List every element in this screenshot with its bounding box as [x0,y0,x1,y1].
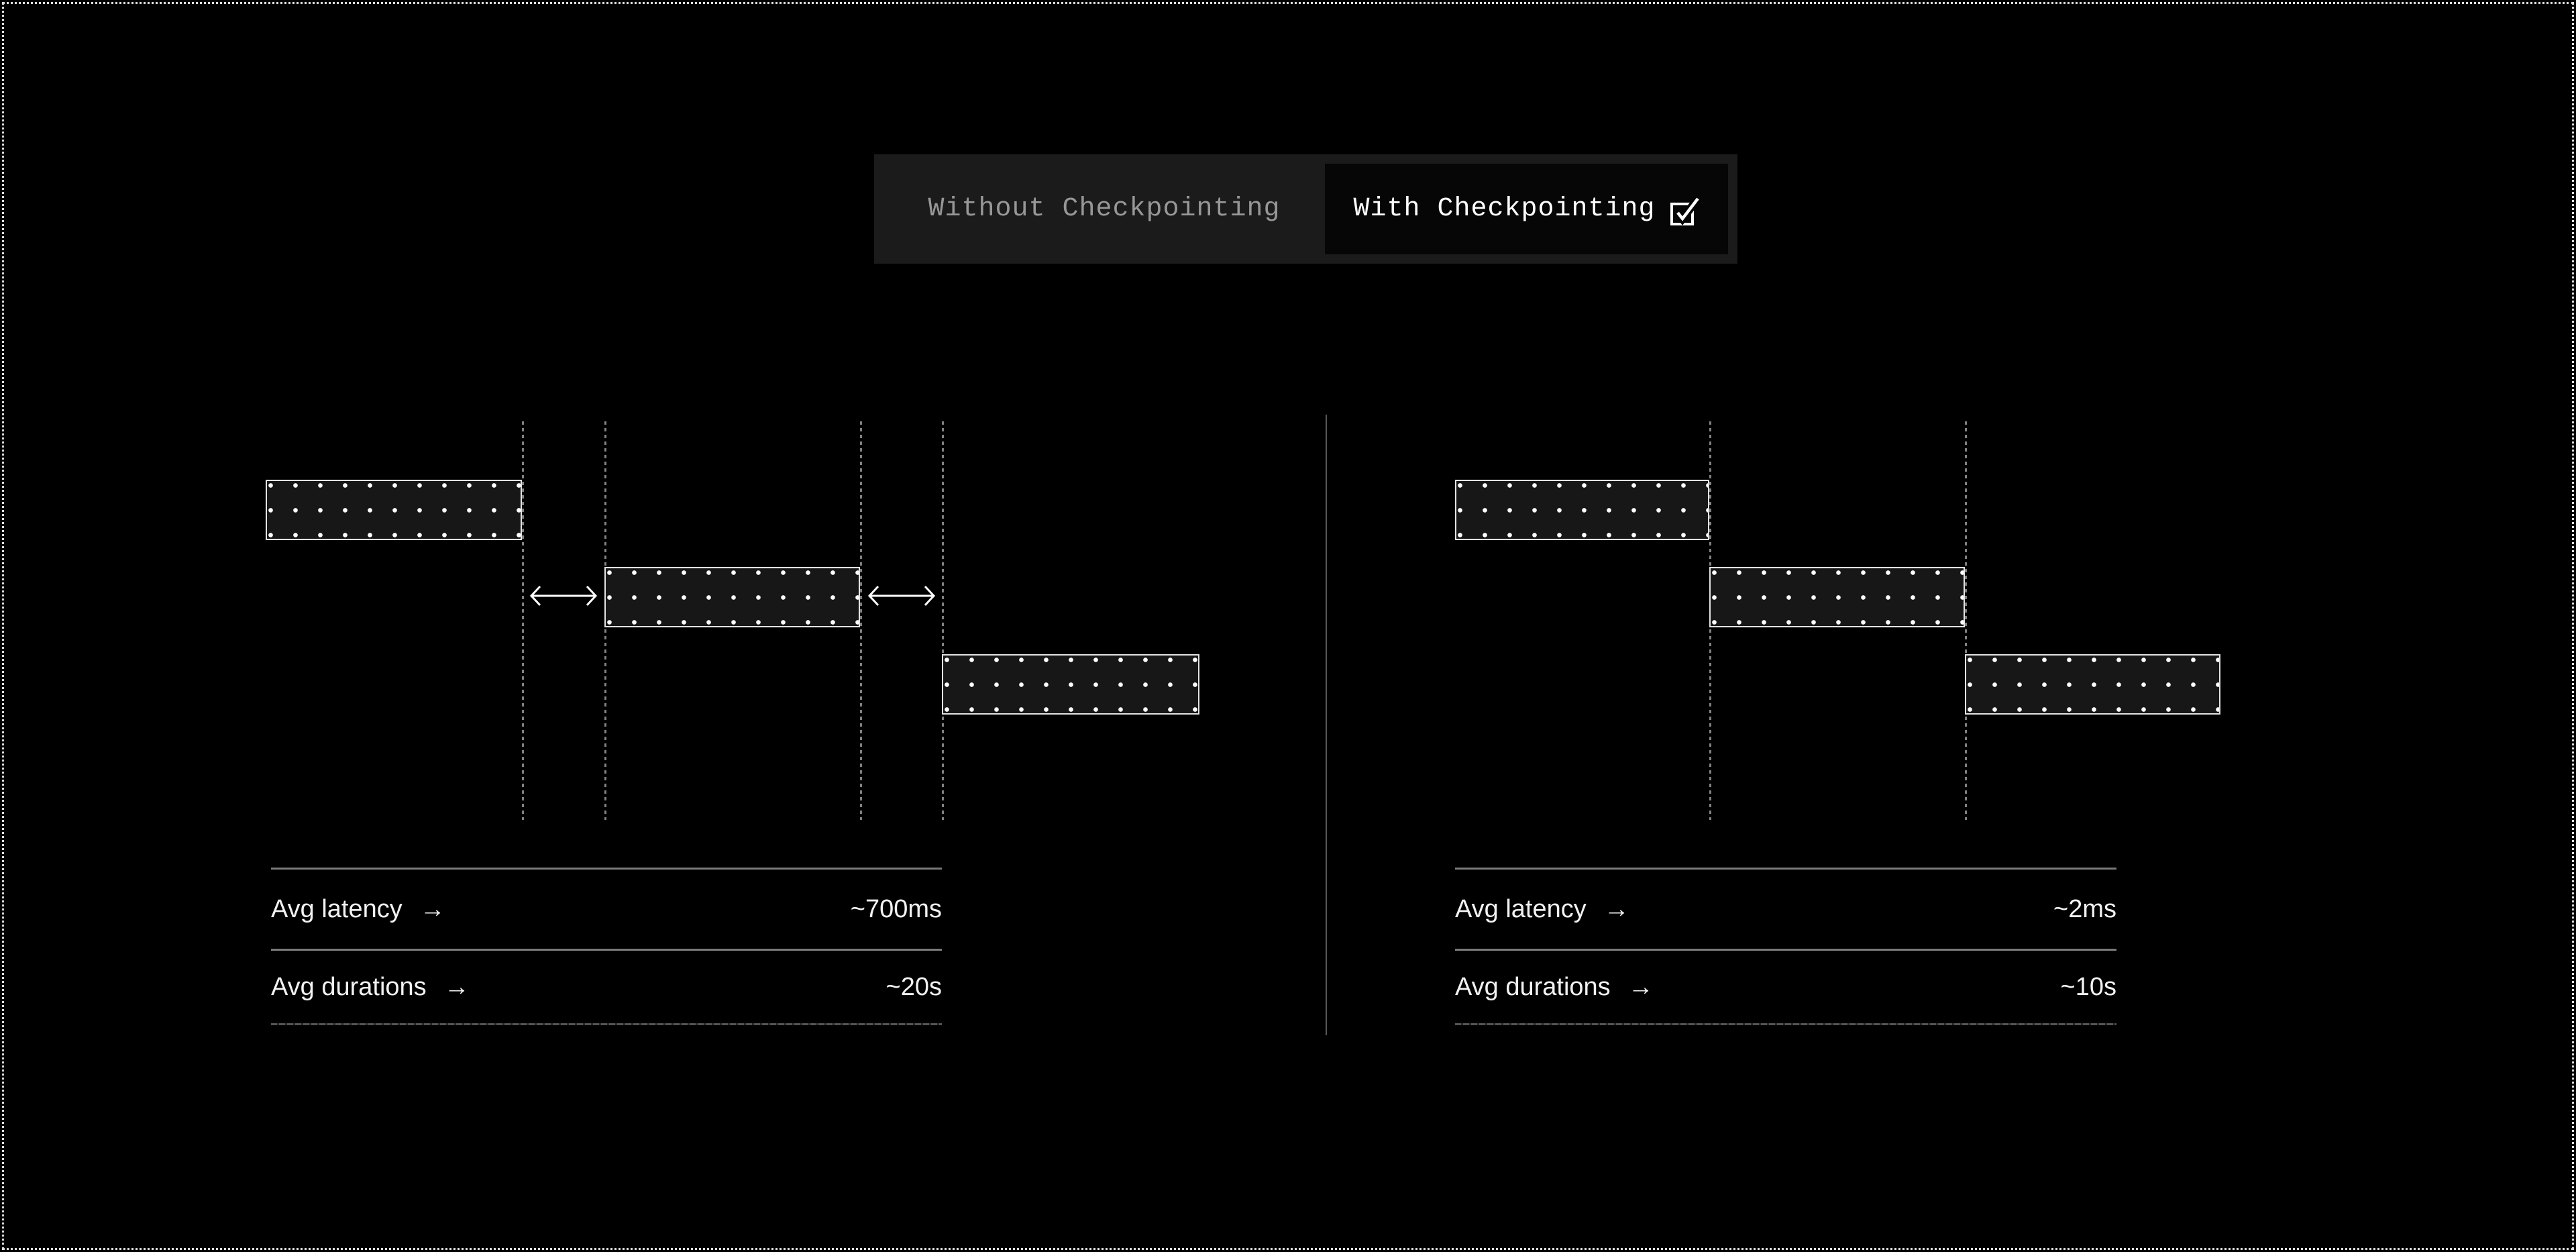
latency-gap-arrow [529,585,598,607]
stat-row-latency: Avg latency → ~2ms [1455,868,2116,949]
guide-line [942,421,944,820]
task-bar-3 [1965,654,2220,715]
stat-value: ~10s [2060,972,2116,1001]
stat-row-latency: Avg latency → ~700ms [271,868,942,949]
stat-value: ~700ms [850,894,942,923]
checked-checkbox-icon [1670,195,1700,225]
stat-label: Avg durations [271,972,427,1001]
stat-label: Avg durations [1455,972,1611,1001]
guide-line [522,421,524,820]
stats-table-without: Avg latency → ~700ms Avg durations → ~20… [271,868,942,1025]
tab-with-label: With Checkpointing [1353,194,1656,224]
stats-table-bottom-rule [1455,1023,2116,1025]
tab-with-checkpointing[interactable]: With Checkpointing [1325,164,1728,254]
stat-row-durations: Avg durations → ~20s [271,949,942,1023]
tab-without-checkpointing[interactable]: Without Checkpointing [883,164,1325,254]
latency-gap-arrow [867,585,936,607]
guide-line [1965,421,1967,820]
stat-value: ~20s [885,972,942,1001]
task-bar-3 [942,654,1199,715]
stat-row-durations: Avg durations → ~10s [1455,949,2116,1023]
stats-table-bottom-rule [271,1023,942,1025]
right-arrow-icon: → [1603,894,1629,923]
task-bar-2 [1709,567,1965,627]
tab-without-label: Without Checkpointing [928,194,1281,224]
task-bar-1 [266,480,522,540]
task-bar-1 [1455,480,1709,540]
stat-label: Avg latency [271,894,402,923]
checkpointing-toggle: Without Checkpointing With Checkpointing [874,154,1737,264]
guide-line [860,421,862,820]
task-bar-2 [604,567,860,627]
right-arrow-icon: → [443,972,470,1001]
stat-value: ~2ms [2053,894,2116,923]
right-arrow-icon: → [1627,972,1654,1001]
right-arrow-icon: → [419,894,445,923]
stats-table-with: Avg latency → ~2ms Avg durations → ~10s [1455,868,2116,1025]
panel-divider [1326,415,1327,1035]
stat-label: Avg latency [1455,894,1587,923]
